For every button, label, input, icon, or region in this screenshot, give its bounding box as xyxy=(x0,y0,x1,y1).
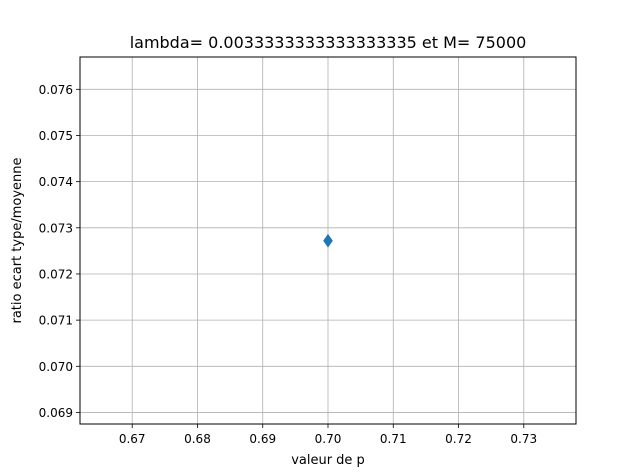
y-tick-label: 0.073 xyxy=(39,221,73,235)
x-tick-label: 0.73 xyxy=(510,432,537,446)
y-tick-label: 0.075 xyxy=(39,129,73,143)
y-tick-label: 0.072 xyxy=(39,267,73,281)
y-axis-label: ratio ecart type/moyenne xyxy=(10,158,25,324)
y-tick-label: 0.074 xyxy=(39,175,73,189)
chart-title: lambda= 0.0033333333333333335 et M= 7500… xyxy=(130,33,527,52)
x-tick-label: 0.70 xyxy=(315,432,342,446)
axis-ticks: 0.67 0.68 0.69 0.70 0.71 0.72 0.73 0.069 0.070 0.… xyxy=(39,83,538,446)
y-tick-label: 0.069 xyxy=(39,406,73,420)
data-points xyxy=(323,233,333,248)
data-point-marker xyxy=(323,233,333,248)
y-tick-label: 0.071 xyxy=(39,314,73,328)
x-tick-label: 0.72 xyxy=(445,432,472,446)
x-tick-label: 0.71 xyxy=(380,432,407,446)
x-tick-label: 0.68 xyxy=(184,432,211,446)
x-axis-label: valeur de p xyxy=(291,453,365,468)
y-tick-label: 0.076 xyxy=(39,83,73,97)
x-tick-label: 0.69 xyxy=(249,432,276,446)
grid xyxy=(80,57,576,424)
y-tick-label: 0.070 xyxy=(39,360,73,374)
x-tick-label: 0.67 xyxy=(119,432,146,446)
